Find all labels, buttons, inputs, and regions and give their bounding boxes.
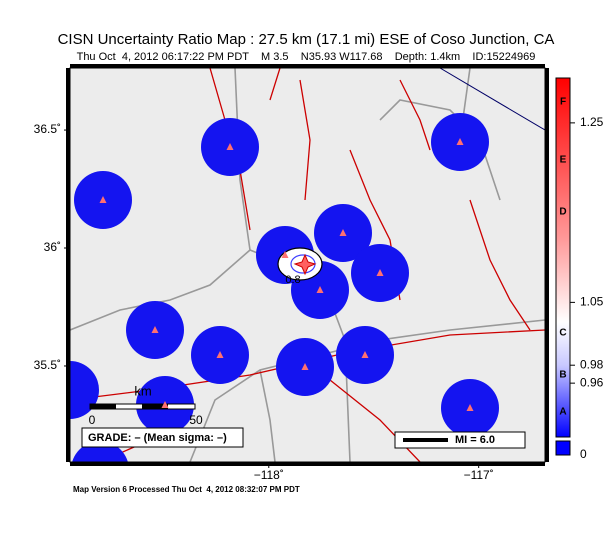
boundary [439,68,545,131]
scale-bar: km 0 50 [89,383,203,427]
station-marker [316,286,324,293]
grade-letter: F [560,97,566,108]
grade-letter: A [559,407,566,418]
colorbar-tick-label: 1.25 [580,115,604,129]
grade-text: GRADE: – (Mean sigma: –) [88,432,227,444]
scale-end: 50 [189,413,203,427]
station-marker [281,251,289,258]
x-tick-label: −117˚ [464,468,494,482]
colorbar [555,77,571,438]
grade-letter: E [560,155,567,166]
y-tick-label: 35.5˚ [34,358,61,372]
station-marker [339,229,347,236]
station-marker [376,269,384,276]
subtitle: Thu Oct 4, 2012 06:17:22 PM PDT M 3.5 N3… [77,51,536,63]
colorbar-tick-label: 0.98 [580,357,604,371]
frame-bar [70,462,545,466]
station-marker [151,326,159,333]
grade-letter: C [559,328,566,339]
colorbar-under [555,440,571,456]
station-marker [361,351,369,358]
contour-label: 0.8 [285,274,300,286]
grade-letter: B [559,370,566,381]
colorbar-tick-label: 0.96 [580,375,604,389]
mi-box [394,431,526,449]
station-marker [226,143,234,150]
epicenter [277,247,323,281]
station-marker [466,404,474,411]
frame-bar [70,64,545,68]
frame-bar [545,68,549,462]
grade-box [81,427,244,448]
grade-letter: D [559,207,566,218]
colorbar-under-label: 0 [580,447,587,461]
station-marker [456,138,464,145]
mi-text: MI = 6.0 [455,434,495,446]
footer: Map Version 6 Processed Thu Oct 4, 2012 … [73,485,300,494]
scale-unit: km [134,383,151,398]
station-marker [161,401,169,408]
station-marker [216,351,224,358]
y-tick-label: 36.5˚ [34,122,61,136]
y-tick-label: 36˚ [44,240,61,254]
x-tick-label: −118˚ [254,468,284,482]
frame-bar [66,68,70,462]
title: CISN Uncertainty Ratio Map : 27.5 km (17… [58,31,555,48]
scale-start: 0 [89,413,96,427]
station-marker [301,363,309,370]
station-marker [99,196,107,203]
colorbar-tick-label: 1.05 [580,295,604,309]
